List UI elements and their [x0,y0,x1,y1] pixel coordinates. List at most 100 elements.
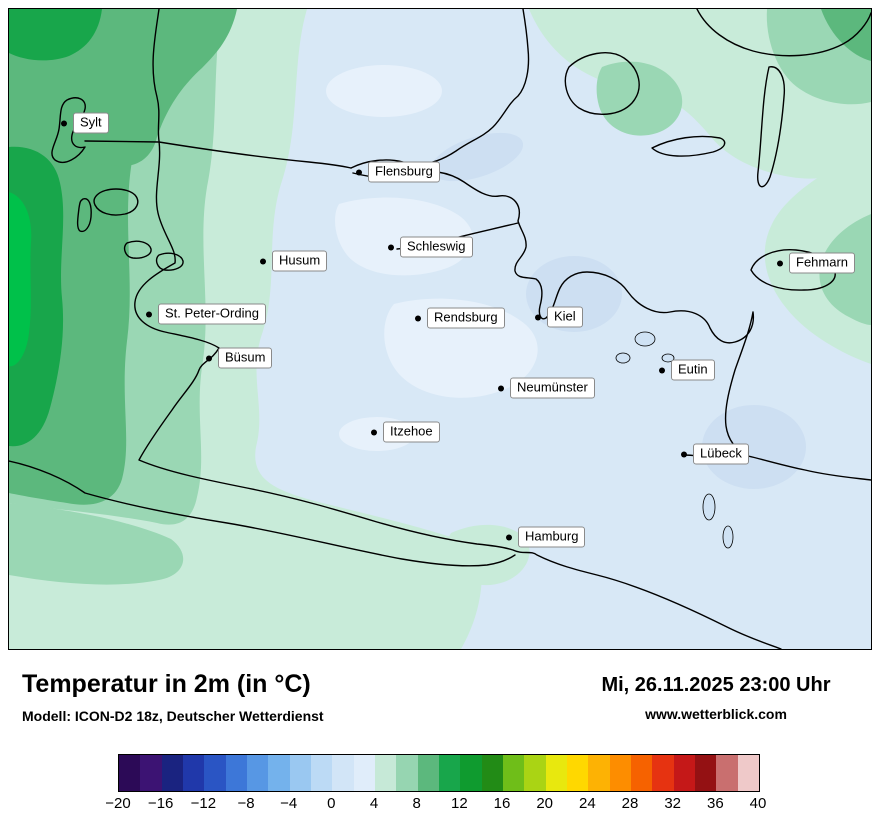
legend-tick-label: 8 [412,795,421,812]
legend-color-segment [673,755,695,791]
legend-color-segment [502,755,525,791]
city-marker-st-peter-ording: St. Peter-Ording [146,303,266,325]
city-label: Fehmarn [789,252,856,274]
legend-color-segment [566,755,589,791]
city-label: Hamburg [518,526,586,548]
city-label: Rendsburg [427,307,505,329]
city-marker-itzehoe: Itzehoe [371,421,440,443]
city-dot [206,355,212,361]
city-label: Eutin [671,359,715,381]
city-label: Itzehoe [383,421,440,443]
city-dot [356,169,362,175]
legend-color-segment [119,755,141,791]
city-dot [388,244,394,250]
legend-color-segment [545,755,567,791]
field-bay-patches [430,132,806,489]
legend-color-segment [438,755,461,791]
legend-color-segment [716,755,738,791]
city-marker-schleswig: Schleswig [388,236,473,258]
model-info: Modell: ICON-D2 18z, Deutscher Wetterdie… [22,708,324,724]
city-marker-fehmarn: Fehmarn [777,252,856,274]
legend-tick-label: −20 [105,795,131,812]
city-dot [498,385,504,391]
legend-bar [118,754,760,792]
city-dot [681,451,687,457]
legend-color-segment [737,755,759,791]
legend-tick-label: 28 [621,795,639,812]
legend-color-segment [609,755,631,791]
city-marker-hamburg: Hamburg [506,526,586,548]
city-label: Husum [272,250,328,272]
city-marker-husum: Husum [260,250,328,272]
city-dot [659,367,665,373]
legend-color-segment [524,755,546,791]
city-label: Sylt [73,112,109,134]
city-dot [260,258,266,264]
page-title: Temperatur in 2m (in °C) [22,670,311,698]
legend-ticks: −20 −16 −12 −8 −4 0 4 8 12 16 20 24 28 32 36 40 [105,795,766,815]
city-marker-neum-nster: Neumünster [498,377,595,399]
legend-tick-label: 16 [493,795,511,812]
city-dot [506,534,512,540]
legend-color-segment [204,755,226,791]
city-marker-flensburg: Flensburg [356,161,440,183]
city-label: Schleswig [400,236,473,258]
legend-tick-label: −4 [280,795,298,812]
website-label: www.wetterblick.com [645,706,787,722]
legend-tick-label: −8 [237,795,255,812]
city-label: St. Peter-Ording [158,303,266,325]
legend-tick-label: 36 [706,795,724,812]
legend-color-segment [460,755,482,791]
city-label: Neumünster [510,377,595,399]
city-marker-sylt: Sylt [61,112,109,134]
city-label: Flensburg [368,161,440,183]
legend-color-segment [182,755,205,791]
city-label: Lübeck [693,443,749,465]
legend-color-segment [630,755,653,791]
legend-color-segment [310,755,333,791]
legend-tick-label: 12 [450,795,468,812]
legend-tick-label: 20 [536,795,553,812]
legend-color-segment [481,755,503,791]
city-marker-l-beck: Lübeck [681,443,749,465]
city-marker-kiel: Kiel [535,306,583,328]
city-dot [61,120,67,126]
legend-color-segment [289,755,311,791]
legend-color-segment [652,755,674,791]
legend-color-segment [588,755,610,791]
city-dot [146,311,152,317]
city-label: Büsum [218,347,273,369]
temperature-field-svg [9,9,871,649]
weather-map: Sylt Flensburg Schleswig Husum St. Peter-Ord… [8,8,872,650]
legend-color-segment [246,755,269,791]
city-marker-rendsburg: Rendsburg [415,307,505,329]
legend-color-segment [353,755,375,791]
city-marker-b-sum: Büsum [206,347,273,369]
legend-tick-label: 40 [749,795,767,812]
legend-tick-label: 0 [327,795,336,812]
date-block: Mi, 26.11.2025 23:00 Uhr www.wetterblick… [570,674,862,722]
legend-color-segment [140,755,162,791]
legend-tick-label: 32 [664,795,681,812]
datetime-label: Mi, 26.11.2025 23:00 Uhr [601,674,831,696]
legend-color-segment [225,755,247,791]
legend-color-segment [417,755,439,791]
legend-tick-label: 24 [578,795,596,812]
legend-color-segment [396,755,418,791]
legend-tick-label: 4 [369,795,379,812]
city-label: Kiel [547,306,583,328]
legend-color-segment [374,755,397,791]
legend-color-segment [332,755,354,791]
city-marker-eutin: Eutin [659,359,715,381]
legend-color-segment [694,755,717,791]
city-dot [777,260,783,266]
lakes [615,331,734,549]
city-layer: Sylt Flensburg Schleswig Husum St. Peter-Ord… [9,9,871,649]
city-dot [371,429,377,435]
legend-tick-label: −16 [147,795,174,812]
legend-color-segment [268,755,290,791]
city-dot [535,314,541,320]
field-bright-core [9,192,32,367]
legend-color-segment [161,755,183,791]
city-dot [415,315,421,321]
